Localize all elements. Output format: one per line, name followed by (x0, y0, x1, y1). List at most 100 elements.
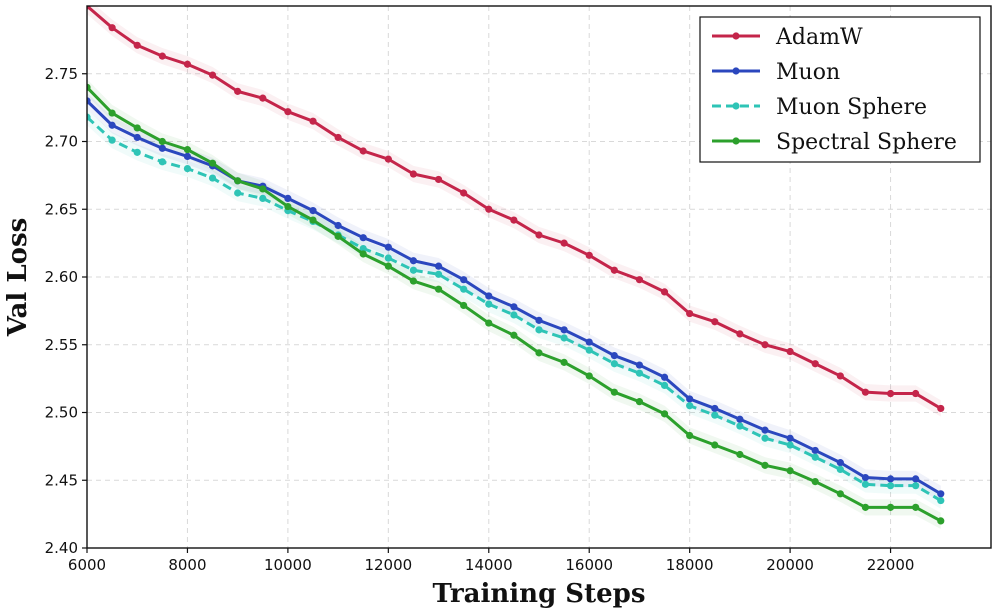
muon-point (736, 415, 744, 423)
muon-point (485, 292, 493, 300)
spectral-sphere-point (133, 124, 141, 132)
spectral-sphere-point (234, 177, 242, 185)
muon-point (535, 316, 543, 324)
muon-point (786, 434, 794, 442)
muon-sphere-point (912, 482, 920, 490)
muon-sphere-point (434, 270, 443, 278)
muon-sphere-point (158, 158, 166, 166)
muon-sphere-point (259, 194, 267, 203)
adamw-point (886, 389, 895, 398)
spectral-sphere-point (510, 331, 518, 339)
spectral-sphere-point (635, 398, 644, 406)
muon-point (384, 243, 392, 251)
x-axis-title: Training Steps (433, 579, 646, 609)
adamw-point (384, 155, 392, 163)
spectral-sphere-point (183, 146, 192, 154)
spectral-sphere-point (660, 410, 669, 418)
muon-sphere-point (736, 422, 744, 430)
x-tick-label: 20000 (766, 556, 814, 574)
adamw-point (836, 372, 844, 380)
muon-sphere-point (460, 285, 468, 293)
adamw-point (937, 404, 945, 413)
spectral-sphere-point (87, 83, 91, 91)
muon-point (409, 257, 418, 265)
adamw-point (259, 94, 267, 102)
adamw-point (334, 133, 342, 142)
spectral-sphere-point (108, 109, 116, 117)
adamw-point (108, 24, 116, 32)
muon-sphere-point (133, 148, 141, 156)
muon-point (761, 426, 769, 434)
muon-sphere-point (485, 300, 493, 308)
adamw-point (711, 318, 719, 326)
spectral-sphere-legend-marker (732, 137, 740, 145)
spectral-sphere-point (485, 319, 493, 327)
adamw-point (359, 147, 367, 155)
adamw-point (183, 60, 192, 68)
spectral-sphere-point (384, 262, 392, 270)
spectral-sphere-point (861, 503, 870, 511)
muon-sphere-legend-label: Muon Sphere (776, 95, 927, 120)
y-tick-label: 2.50 (45, 404, 78, 422)
muon-sphere-point (811, 453, 819, 461)
muon-sphere-point (560, 334, 568, 342)
spectral-sphere-point (409, 277, 418, 285)
muon-sphere-point (761, 434, 769, 442)
spectral-sphere-point (158, 137, 166, 146)
spectral-sphere-point (912, 503, 920, 511)
muon-point (560, 326, 568, 334)
spectral-sphere-point (434, 285, 443, 293)
spectral-sphere-point (736, 450, 744, 459)
spectral-sphere-point (836, 490, 844, 498)
adamw-point (736, 330, 744, 338)
adamw-point (208, 71, 217, 79)
spectral-sphere-point (711, 441, 719, 449)
x-tick-label: 10000 (264, 556, 312, 574)
adamw-point (485, 205, 493, 213)
spectral-sphere-point (585, 372, 593, 380)
legend-box (699, 16, 981, 163)
muon-point (334, 221, 342, 230)
spectral-sphere-point (208, 159, 217, 167)
adamw-band (87, 6, 941, 417)
spectral-sphere-point (259, 185, 267, 193)
adamw-point (510, 216, 518, 224)
muon-sphere-point (384, 254, 392, 262)
muon-point (183, 152, 192, 161)
series-lines (87, 6, 945, 525)
muon-point (610, 351, 618, 360)
muon-sphere-point (610, 360, 618, 368)
muon-sphere-line (87, 116, 942, 502)
spectral-sphere-point (786, 467, 794, 475)
adamw-point (560, 239, 568, 247)
adamw-point (409, 170, 418, 178)
muon-sphere-point (585, 346, 593, 354)
adamw-point (861, 388, 870, 396)
adamw-point (234, 87, 242, 95)
adamw-legend-marker (732, 32, 740, 40)
muon-point (359, 234, 367, 242)
muon-point (510, 303, 518, 311)
adamw-point (912, 389, 920, 398)
muon-legend-label: Muon (776, 60, 840, 85)
spectral-sphere-point (937, 517, 945, 525)
spectral-sphere-point (309, 216, 317, 224)
muon-sphere-point (87, 113, 91, 121)
spectral-sphere-point (284, 202, 292, 211)
muon-point (460, 276, 468, 284)
spectral-sphere-point (886, 503, 895, 511)
muon-point (434, 262, 443, 270)
muon-sphere-point (234, 189, 242, 197)
x-tick-label: 18000 (666, 556, 714, 574)
spectral-sphere-point (686, 431, 694, 440)
muon-point (585, 338, 593, 346)
x-tick-label: 12000 (364, 556, 412, 574)
muon-point (912, 475, 920, 483)
muon-sphere-point (861, 480, 870, 488)
muon-sphere-point (510, 311, 518, 319)
muon-sphere-point (108, 136, 116, 144)
muon-point (158, 144, 166, 152)
adamw-point (635, 276, 644, 284)
x-tick-label: 8000 (168, 556, 206, 574)
y-tick-label: 2.70 (45, 133, 78, 151)
